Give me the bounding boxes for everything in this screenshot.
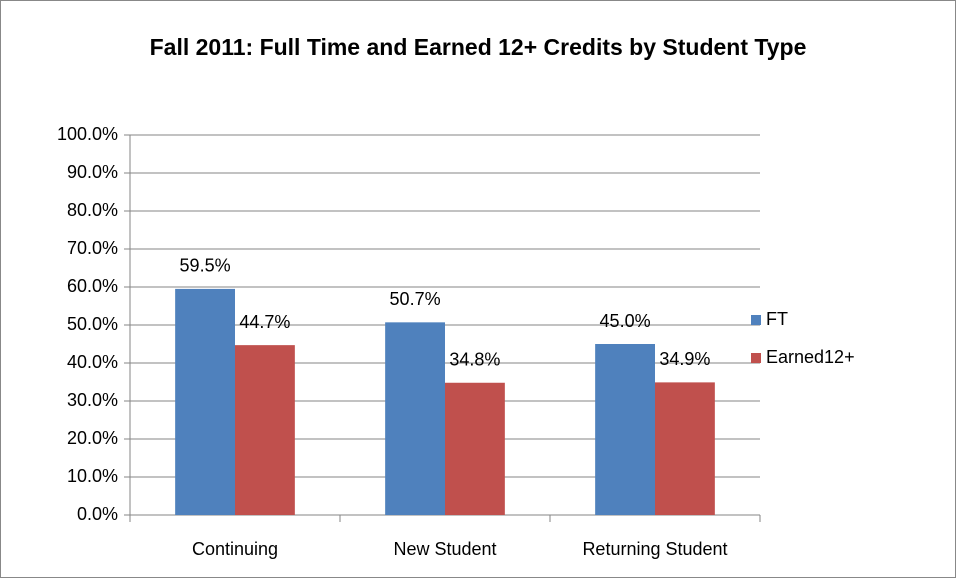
data-label: 50.7% xyxy=(390,289,441,309)
legend-swatch xyxy=(751,315,761,325)
bar xyxy=(655,382,715,515)
bar xyxy=(595,344,655,515)
bar xyxy=(175,288,235,515)
data-label: 44.7% xyxy=(239,312,290,332)
data-label: 45.0% xyxy=(600,311,651,331)
y-tick-label: 30.0% xyxy=(67,390,118,410)
data-label: 59.5% xyxy=(180,256,231,276)
data-label: 34.9% xyxy=(659,349,710,369)
bar xyxy=(385,322,445,515)
chart-title: Fall 2011: Full Time and Earned 12+ Cred… xyxy=(149,34,807,60)
legend-label: FT xyxy=(766,309,788,329)
y-tick-label: 0.0% xyxy=(77,504,118,524)
x-tick-label: Returning Student xyxy=(582,539,727,559)
y-tick-label: 50.0% xyxy=(67,314,118,334)
y-tick-label: 10.0% xyxy=(67,466,118,486)
bar xyxy=(445,382,505,515)
y-tick-label: 60.0% xyxy=(67,276,118,296)
y-tick-label: 80.0% xyxy=(67,200,118,220)
data-label: 34.8% xyxy=(449,350,500,370)
legend-swatch xyxy=(751,353,761,363)
legend-label: Earned12+ xyxy=(766,347,855,367)
y-tick-label: 100.0% xyxy=(57,124,118,144)
x-tick-label: New Student xyxy=(393,539,496,559)
y-tick-label: 70.0% xyxy=(67,238,118,258)
bar xyxy=(235,345,295,515)
y-tick-label: 20.0% xyxy=(67,428,118,448)
x-tick-label: Continuing xyxy=(192,539,278,559)
y-tick-label: 40.0% xyxy=(67,352,118,372)
y-tick-label: 90.0% xyxy=(67,162,118,182)
